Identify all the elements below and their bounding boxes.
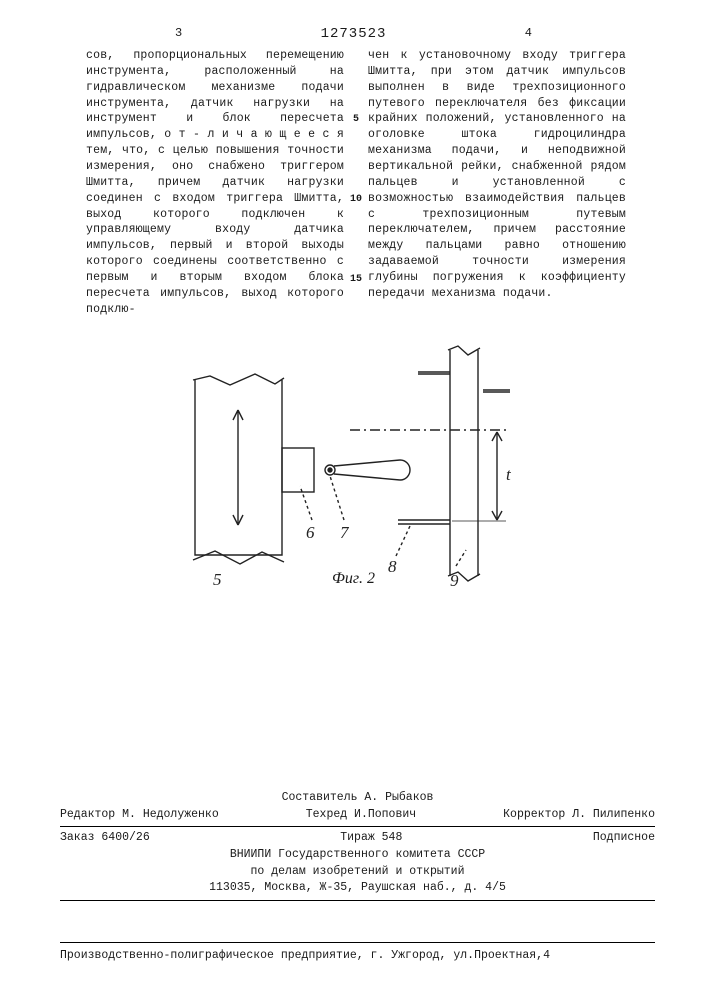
editor-name: Редактор М. Недолуженко — [60, 807, 219, 824]
org-line-2: по делам изобретений и открытий — [60, 864, 655, 881]
subscription: Подписное — [593, 830, 655, 847]
figure-caption: Фиг. 2 — [332, 570, 375, 588]
figure-2: 5 6 7 8 9 t — [0, 310, 707, 680]
order-number: Заказ 6400/26 — [60, 830, 150, 847]
line-number-10: 10 — [350, 194, 362, 205]
footer-printer: Производственно-полиграфическое предприя… — [60, 939, 655, 962]
compiler-line: Составитель А. Рыбаков — [60, 790, 655, 807]
line-number-5: 5 — [353, 114, 359, 125]
text-column-right: чен к установочному входу триггера Шмитт… — [368, 48, 626, 302]
colophon: Составитель А. Рыбаков Редактор М. Недол… — [60, 790, 655, 904]
org-line-1: ВНИИПИ Государственного комитета СССР — [60, 847, 655, 864]
fig-label-5: 5 — [213, 570, 222, 589]
fig-label-6: 6 — [306, 523, 315, 542]
fig-label-7: 7 — [340, 523, 350, 542]
techred-name: Техред И.Попович — [306, 807, 416, 824]
page-number-right: 4 — [525, 26, 532, 40]
text-column-left: сов, пропорциональных перемещению инстру… — [86, 48, 344, 318]
corrector-name: Корректор Л. Пилипенко — [503, 807, 655, 824]
fig-label-8: 8 — [388, 557, 397, 576]
org-address: 113035, Москва, Ж-35, Раушская наб., д. … — [60, 880, 655, 897]
tirage: Тираж 548 — [340, 830, 402, 847]
fig-label-t: t — [506, 465, 512, 484]
fig-label-9: 9 — [450, 571, 459, 590]
page-number-left: 3 — [175, 26, 182, 40]
document-number: 1273523 — [321, 26, 387, 42]
line-number-15: 15 — [350, 274, 362, 285]
